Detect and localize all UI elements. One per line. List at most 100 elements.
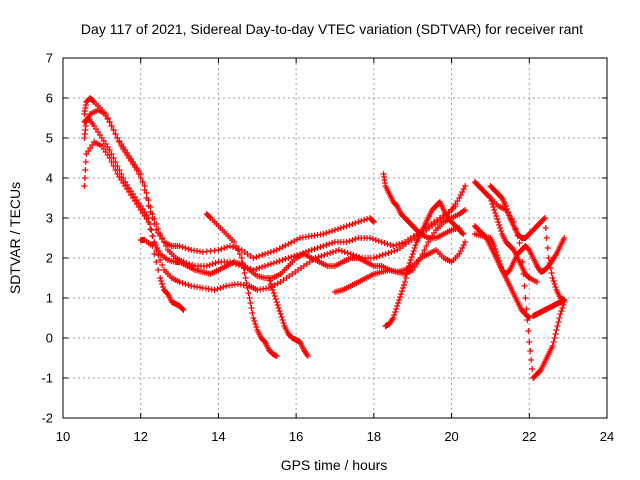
data-point-marker bbox=[324, 251, 331, 257]
data-point-marker bbox=[561, 235, 568, 241]
data-point-marker bbox=[161, 239, 168, 245]
data-point-marker bbox=[151, 251, 158, 257]
data-point-marker bbox=[549, 343, 556, 349]
data-point-marker bbox=[211, 287, 218, 293]
data-point-marker bbox=[267, 261, 274, 267]
data-point-marker bbox=[550, 278, 557, 284]
y-tick-label: 7 bbox=[46, 51, 53, 66]
data-point-marker bbox=[112, 167, 119, 173]
data-point-marker bbox=[379, 252, 386, 258]
data-point-marker bbox=[384, 241, 391, 247]
data-point-marker bbox=[262, 251, 269, 257]
data-point-marker bbox=[106, 147, 113, 153]
data-point-marker bbox=[321, 252, 328, 258]
data-point-marker bbox=[352, 236, 359, 242]
data-point-marker bbox=[218, 246, 225, 252]
data-point-marker bbox=[335, 247, 342, 253]
data-point-marker bbox=[215, 247, 222, 253]
data-point-marker bbox=[396, 241, 403, 247]
data-point-marker bbox=[396, 297, 403, 303]
data-point-marker bbox=[525, 328, 532, 334]
data-point-marker bbox=[559, 305, 566, 311]
data-point-marker bbox=[340, 224, 347, 230]
data-point-marker bbox=[544, 245, 551, 251]
data-point-marker bbox=[318, 253, 325, 259]
data-point-marker bbox=[337, 225, 344, 231]
data-point-marker bbox=[554, 323, 561, 329]
data-point-marker bbox=[155, 226, 162, 232]
data-point-marker bbox=[494, 252, 501, 258]
data-point-marker bbox=[270, 260, 277, 266]
data-point-marker bbox=[378, 239, 385, 245]
x-tick-label: 22 bbox=[522, 429, 536, 444]
data-point-marker bbox=[253, 254, 260, 260]
data-point-marker bbox=[273, 299, 280, 305]
data-point-marker bbox=[153, 259, 160, 265]
data-point-marker bbox=[137, 175, 144, 181]
data-point-marker bbox=[370, 255, 377, 261]
data-point-marker bbox=[232, 243, 239, 249]
data-point-marker bbox=[400, 285, 406, 291]
data-point-marker bbox=[355, 219, 362, 225]
data-point-marker bbox=[452, 203, 459, 209]
data-point-marker bbox=[112, 131, 119, 137]
data-point-marker bbox=[330, 249, 337, 255]
plot-frame bbox=[62, 57, 608, 419]
data-point-marker bbox=[147, 226, 154, 232]
data-point-marker bbox=[141, 183, 148, 189]
data-point-marker bbox=[217, 285, 224, 291]
data-point-marker bbox=[329, 240, 336, 246]
series-track-10 bbox=[382, 199, 467, 329]
data-point-marker bbox=[253, 266, 260, 272]
x-tick-label: 20 bbox=[444, 429, 458, 444]
series-track-3 bbox=[81, 115, 469, 281]
data-point-marker bbox=[317, 244, 324, 250]
data-point-marker bbox=[108, 123, 115, 129]
data-point-marker bbox=[256, 265, 263, 271]
y-tick-label: 3 bbox=[46, 211, 53, 226]
data-point-marker bbox=[353, 253, 360, 259]
data-point-marker bbox=[394, 303, 401, 309]
data-point-marker bbox=[81, 175, 88, 181]
data-point-marker bbox=[347, 251, 354, 257]
y-tick-label: 5 bbox=[46, 131, 53, 146]
data-point-marker bbox=[158, 278, 165, 284]
series-track-6 bbox=[203, 211, 280, 359]
y-tick-label: -2 bbox=[41, 411, 53, 426]
data-point-marker bbox=[252, 321, 259, 327]
series-track-14 bbox=[487, 183, 568, 303]
series-track-13 bbox=[471, 231, 568, 277]
data-point-marker bbox=[159, 235, 166, 241]
data-point-marker bbox=[269, 287, 276, 293]
data-point-marker bbox=[405, 263, 412, 269]
data-point-marker bbox=[556, 315, 563, 321]
data-point-marker bbox=[529, 366, 536, 372]
data-point-marker bbox=[149, 243, 156, 249]
data-point-marker bbox=[176, 279, 183, 285]
data-point-marker bbox=[419, 251, 426, 257]
data-point-marker bbox=[323, 230, 330, 236]
data-point-marker bbox=[135, 171, 142, 177]
y-tick-label: 4 bbox=[46, 171, 53, 186]
data-point-marker bbox=[543, 235, 550, 241]
data-point-marker bbox=[547, 265, 554, 271]
data-point-marker bbox=[393, 242, 400, 248]
data-point-marker bbox=[267, 249, 274, 255]
y-tick-label: 1 bbox=[46, 291, 53, 306]
data-point-marker bbox=[412, 242, 419, 248]
data-point-marker bbox=[203, 263, 210, 269]
data-point-marker bbox=[546, 260, 553, 266]
data-point-marker bbox=[308, 247, 315, 253]
data-point-marker bbox=[106, 119, 113, 125]
data-point-marker bbox=[248, 305, 255, 311]
data-point-marker bbox=[238, 255, 245, 261]
data-point-marker bbox=[157, 275, 164, 281]
data-point-marker bbox=[382, 251, 389, 257]
data-point-marker bbox=[224, 244, 231, 250]
data-point-marker bbox=[528, 357, 535, 363]
data-point-marker bbox=[555, 319, 562, 325]
data-point-marker bbox=[399, 288, 406, 294]
data-point-marker bbox=[155, 267, 162, 273]
data-point-marker bbox=[153, 247, 160, 253]
data-point-marker bbox=[108, 151, 115, 157]
